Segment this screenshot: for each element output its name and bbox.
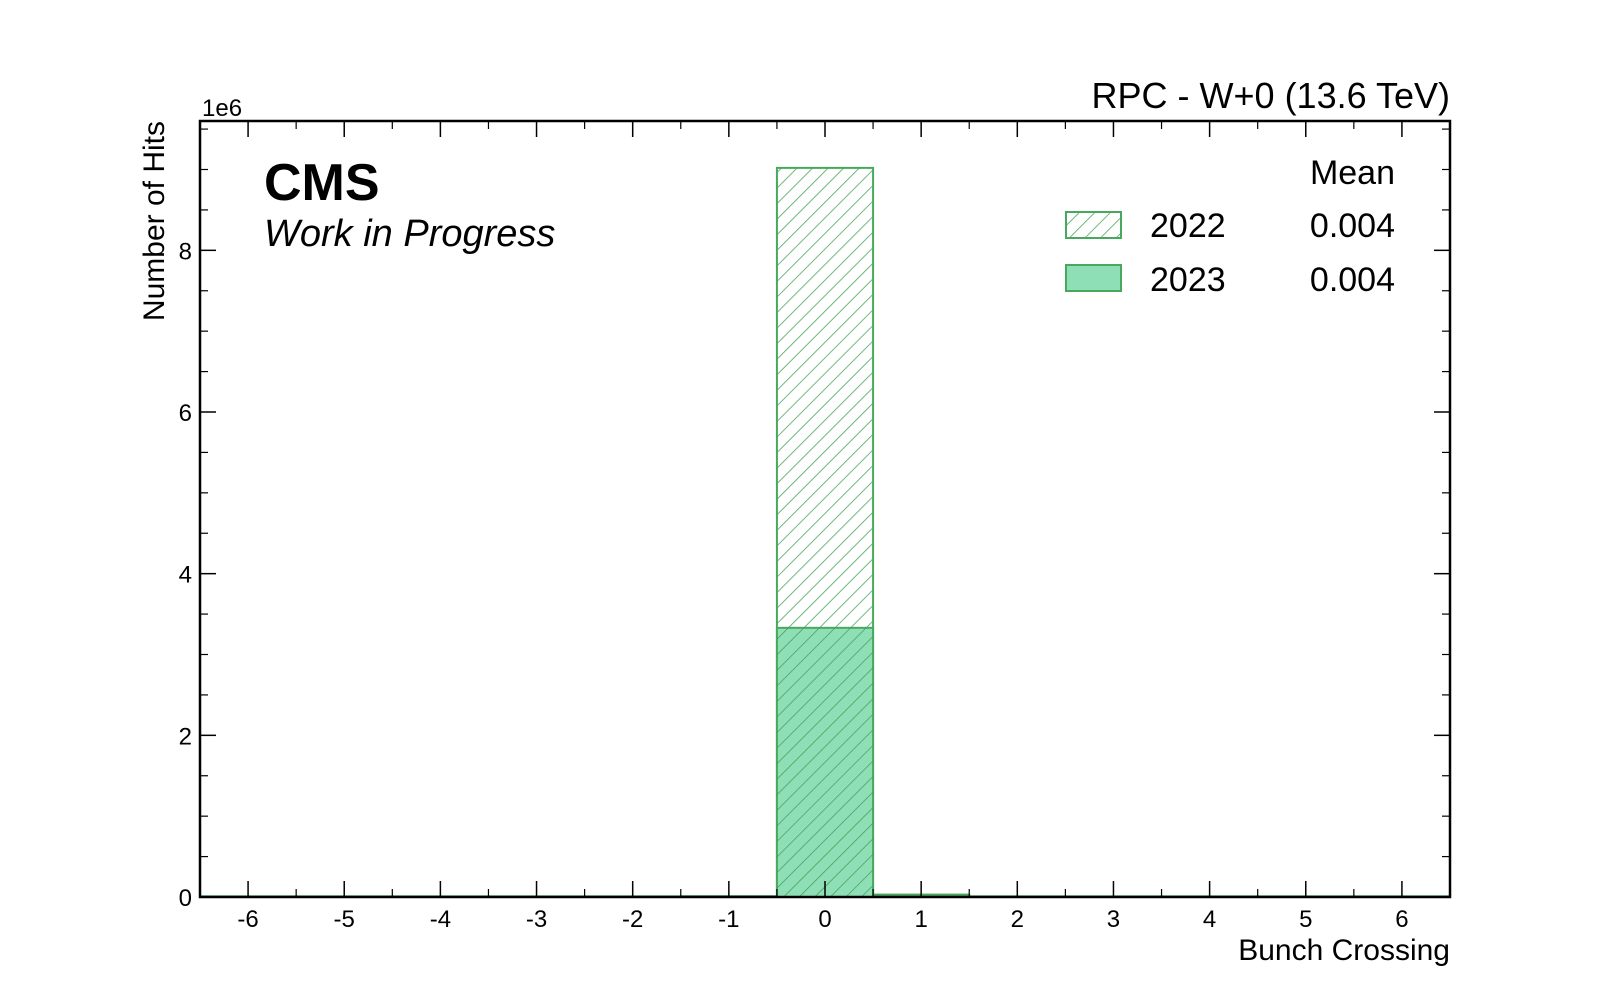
legend-header: Mean: [1310, 154, 1395, 192]
legend-label-2023: 2023: [1150, 261, 1226, 299]
legend: Mean 2022 0.004 2023 0.004: [1065, 154, 1395, 299]
x-tick-label-6: 6: [1395, 906, 1408, 933]
x-tick-label--3: -3: [526, 906, 547, 933]
x-tick-label--1: -1: [718, 906, 739, 933]
y-tick-label-8: 8: [179, 238, 192, 265]
labels-layer: RPC - W+0 (13.6 TeV) 1e6 CMS Work in Pro…: [138, 75, 1450, 967]
x-tick-label-3: 3: [1107, 906, 1120, 933]
cms-status: Work in Progress: [264, 213, 555, 255]
bar-hatch-overlay-2023-bin-0: [776, 627, 874, 897]
x-tick-label--6: -6: [237, 906, 258, 933]
ticks-layer: -6 -5 -4 -3 -2 -1 0 1 2 3 4 5 6 0 2 4 6 8: [179, 121, 1451, 933]
x-axis-label: Bunch Crossing: [1238, 934, 1450, 967]
x-tick-label--4: -4: [430, 906, 451, 933]
x-tick-label-0: 0: [818, 906, 831, 933]
x-tick-label-2: 2: [1011, 906, 1024, 933]
plot-frame: [198, 119, 1452, 899]
x-tick-label-4: 4: [1203, 906, 1216, 933]
chart-title: RPC - W+0 (13.6 TeV): [1092, 75, 1450, 116]
x-tick-label--5: -5: [334, 906, 355, 933]
y-tick-label-6: 6: [179, 400, 192, 427]
x-tick-label-5: 5: [1299, 906, 1312, 933]
legend-swatch-2022: [1065, 211, 1122, 239]
y-tick-label-4: 4: [179, 562, 192, 589]
legend-mean-2023: 0.004: [1310, 261, 1395, 299]
x-tick-label--2: -2: [622, 906, 643, 933]
y-tick-label-2: 2: [179, 723, 192, 750]
y-tick-label-0: 0: [179, 885, 192, 912]
legend-label-2022: 2022: [1150, 207, 1226, 245]
bars-layer: [199, 166, 1452, 899]
cms-logo: CMS: [264, 154, 380, 212]
y-axis-label: Number of Hits: [138, 121, 171, 321]
legend-swatch-2023: [1065, 264, 1122, 292]
y-exponent-label: 1e6: [202, 95, 242, 122]
x-tick-label-1: 1: [914, 906, 927, 933]
legend-mean-2022: 0.004: [1310, 207, 1395, 245]
